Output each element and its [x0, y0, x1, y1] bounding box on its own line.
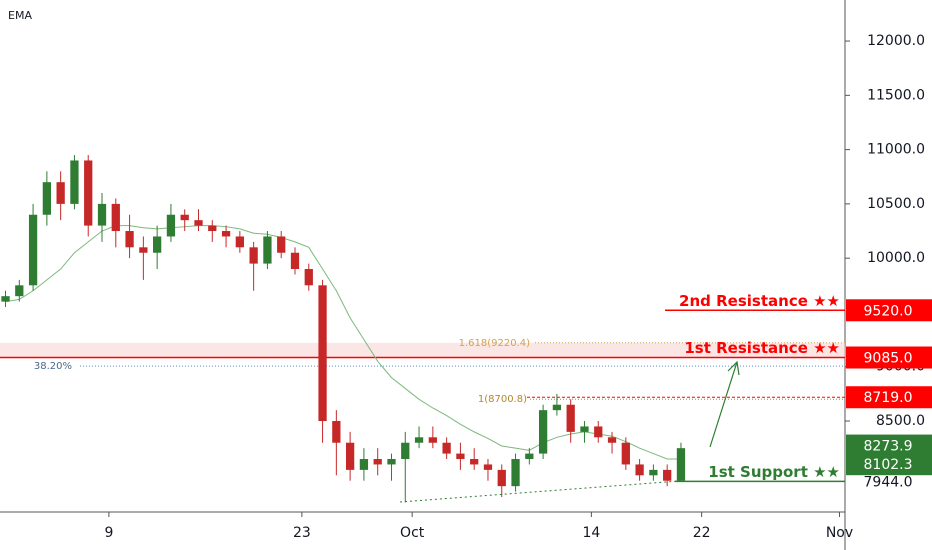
price-box — [846, 299, 932, 322]
x-tick-label: Oct — [400, 525, 425, 541]
candle-body — [552, 404, 562, 411]
candle-body — [166, 214, 176, 237]
price-box-label: 8719.0 — [864, 390, 913, 406]
candle-body — [566, 404, 575, 432]
candle-body — [139, 247, 148, 253]
candle-body — [414, 437, 424, 443]
candle-body — [28, 214, 38, 286]
candle-body — [345, 442, 355, 470]
candle-body — [456, 453, 465, 460]
fib-label: 38.20% — [34, 361, 72, 372]
candle-body — [387, 459, 396, 465]
candle-body — [277, 236, 286, 253]
candle-body — [442, 442, 451, 454]
candle-body — [249, 247, 258, 264]
price-box — [846, 453, 932, 476]
candle-body — [153, 236, 162, 253]
price-box — [846, 346, 932, 369]
candle-body — [373, 459, 382, 465]
candle-body — [70, 160, 79, 204]
candle-body — [663, 469, 672, 481]
candle-body — [318, 285, 327, 422]
x-tick-label: 23 — [293, 525, 311, 541]
candle-body — [56, 182, 65, 204]
candle-body — [676, 448, 686, 481]
x-tick-label: Nov — [826, 525, 853, 541]
candle-body — [511, 459, 520, 487]
support-trendline — [399, 480, 681, 503]
candle-body — [470, 459, 479, 465]
candle-body — [525, 453, 534, 460]
price-box — [846, 470, 932, 493]
level-label: 2nd Resistance ★★ — [679, 292, 840, 310]
candle-body — [221, 231, 231, 237]
candle-body — [607, 437, 617, 443]
price-box — [846, 386, 932, 409]
price-box-label: 9085.0 — [864, 351, 913, 367]
price-box-label: 7944.0 — [864, 474, 913, 490]
price-box — [846, 434, 932, 457]
candle-body — [497, 469, 506, 487]
x-tick-label: 22 — [693, 525, 711, 541]
candle-body — [194, 220, 203, 226]
candle-body — [428, 437, 437, 443]
indicator-label: EMA — [8, 9, 32, 22]
candle-body — [180, 214, 189, 221]
candle-body — [401, 442, 410, 460]
candle-body — [15, 285, 24, 297]
candle-body — [125, 231, 134, 248]
candle-body — [538, 410, 548, 454]
candle-body — [359, 459, 369, 470]
price-box-label: 8273.9 — [864, 439, 913, 455]
fib-label: 1(8700.8) — [478, 394, 527, 405]
y-tick-label: 10500.0 — [867, 196, 925, 212]
resistance-zone — [0, 342, 845, 358]
candle-body — [649, 469, 658, 476]
candle-body — [621, 442, 630, 465]
y-tick-label: 10000.0 — [867, 250, 925, 266]
level-label: 1st Resistance ★★ — [684, 339, 840, 357]
projection-arrow — [709, 360, 740, 448]
candle-body — [97, 203, 107, 226]
candle-body — [263, 236, 272, 264]
candle-body — [42, 182, 52, 215]
y-tick-label: 11000.0 — [867, 142, 925, 158]
y-tick-label: 12000.0 — [867, 33, 925, 49]
price-box-label: 9520.0 — [864, 303, 913, 319]
candle-body — [84, 160, 93, 226]
x-tick-label: 9 — [104, 525, 113, 541]
fib-label: 1.618(9220.4) — [459, 338, 531, 349]
candle-body — [635, 464, 644, 476]
price-box-label: 8102.3 — [864, 457, 913, 473]
y-tick-label: 11500.0 — [867, 87, 925, 103]
candle-body — [111, 203, 120, 232]
y-tick-label: 8500.0 — [876, 413, 925, 429]
x-tick-label: 14 — [582, 525, 600, 541]
level-label: 1st Support ★★ — [708, 463, 840, 481]
candle-body — [304, 269, 313, 286]
candle-body — [208, 225, 217, 232]
candle-body — [332, 421, 341, 443]
candle-body — [580, 426, 589, 432]
candle-body — [290, 252, 300, 270]
candle-body — [235, 236, 244, 248]
candle-body — [594, 426, 603, 438]
candle-body — [1, 296, 10, 302]
candle-body — [483, 464, 493, 470]
